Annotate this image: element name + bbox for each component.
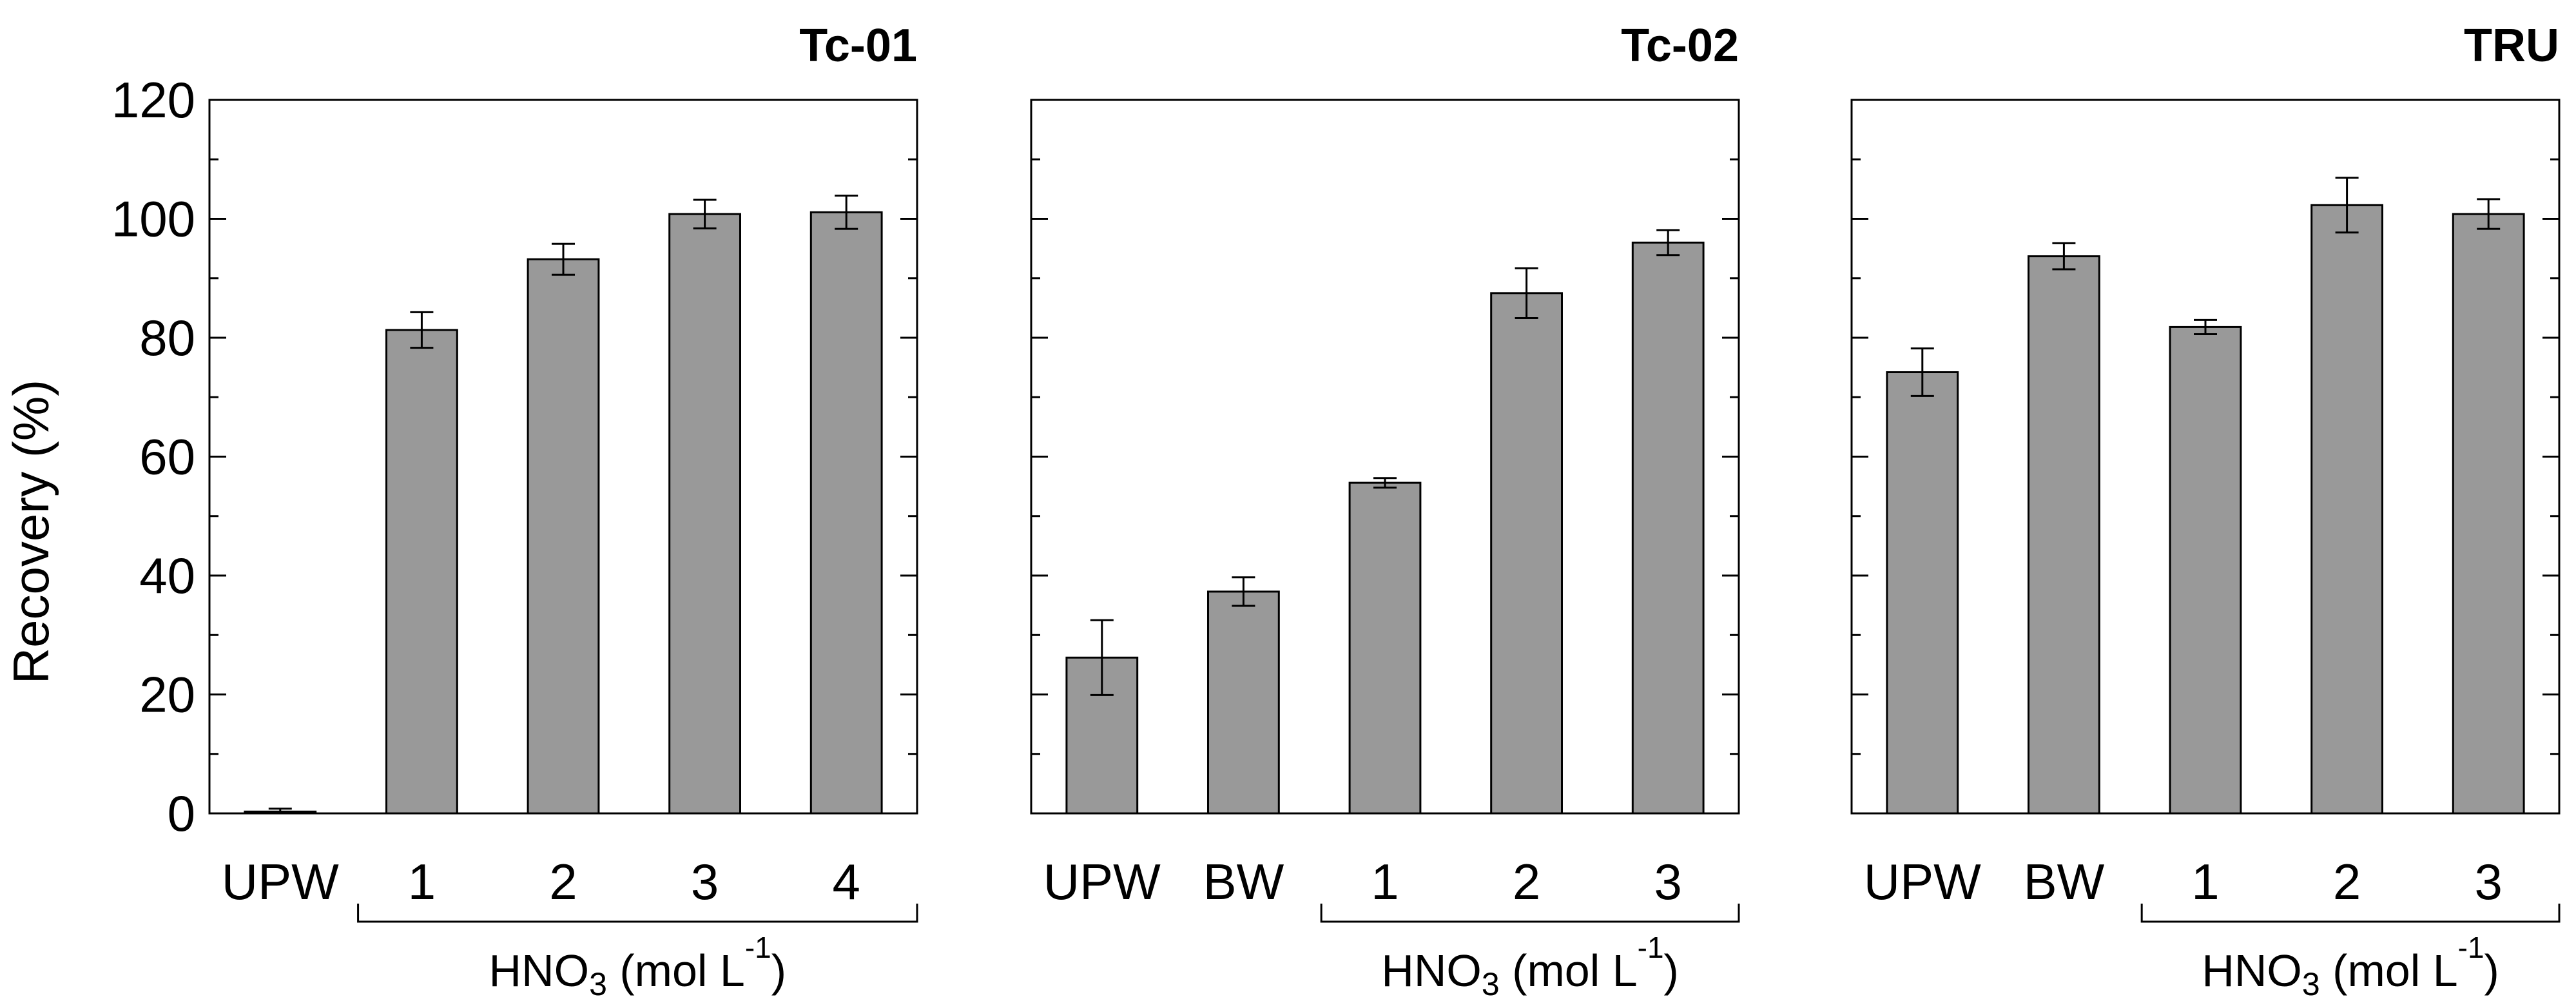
panel-title: Tc-02: [1621, 20, 1739, 72]
panel-2: Tc-02 UPW BW 1 2 3 HNO3 (mol L-1): [1030, 20, 1740, 999]
bar: [1886, 371, 1959, 815]
x-tick-label: 2: [1513, 853, 1540, 910]
group-bracket: [357, 904, 918, 923]
chart-panels: 0 20 40 60 80 100 120 Tc-01 UPW 1 2 3 4 HNO3 (mol L-1…: [111, 20, 2561, 999]
x-tick-label: UPW: [1043, 853, 1161, 910]
group-label: HNO3 (mol L-1): [1381, 931, 1679, 999]
y-tick-label: 120: [111, 72, 195, 128]
y-tick-label: 100: [111, 191, 195, 247]
panel-1: 0 20 40 60 80 100 120 Tc-01 UPW 1 2 3 4 HNO3 (mol L-1…: [111, 20, 918, 999]
x-tick-label: 4: [833, 853, 860, 910]
x-tick-label: UPW: [1864, 853, 1981, 910]
y-tick-label: 60: [139, 429, 195, 485]
group-bracket: [2140, 904, 2561, 923]
bar: [2028, 255, 2100, 815]
bar: [2452, 213, 2525, 815]
x-tick-label: 2: [549, 853, 577, 910]
x-tick-label: 1: [2191, 853, 2219, 910]
bar: [1631, 241, 1705, 815]
group-label: HNO3 (mol L-1): [2202, 931, 2499, 999]
x-tick-label: 1: [408, 853, 436, 910]
bar: [1490, 292, 1563, 815]
bar: [1348, 481, 1422, 815]
y-tick-label: 20: [139, 666, 195, 723]
bar: [1207, 590, 1280, 815]
y-tick-label: 0: [168, 785, 195, 842]
bar: [2310, 204, 2383, 815]
x-tick-label: 1: [1371, 853, 1399, 910]
bar: [385, 329, 458, 815]
x-tick-label: 3: [1654, 853, 1682, 910]
bar: [668, 213, 741, 815]
x-tick-label: 3: [691, 853, 719, 910]
panel-3: TRU UPW BW 1 2 3 HNO3 (mol L-1): [1850, 20, 2561, 999]
panel-title: TRU: [2464, 20, 2559, 72]
bar: [809, 211, 883, 815]
x-tick-label: 2: [2333, 853, 2361, 910]
x-tick-label: BW: [2024, 853, 2105, 910]
y-tick-label: 40: [139, 547, 195, 604]
bar: [2169, 325, 2242, 815]
bar: [527, 258, 600, 815]
y-axis-label: Recovery (%): [3, 380, 59, 684]
y-tick-label: 80: [139, 309, 195, 366]
group-label: HNO3 (mol L-1): [489, 931, 787, 999]
x-tick-label: BW: [1203, 853, 1284, 910]
group-bracket: [1320, 904, 1740, 923]
x-tick-label: 3: [2475, 853, 2503, 910]
panel-title: Tc-01: [799, 20, 917, 72]
x-tick-label: UPW: [222, 853, 339, 910]
